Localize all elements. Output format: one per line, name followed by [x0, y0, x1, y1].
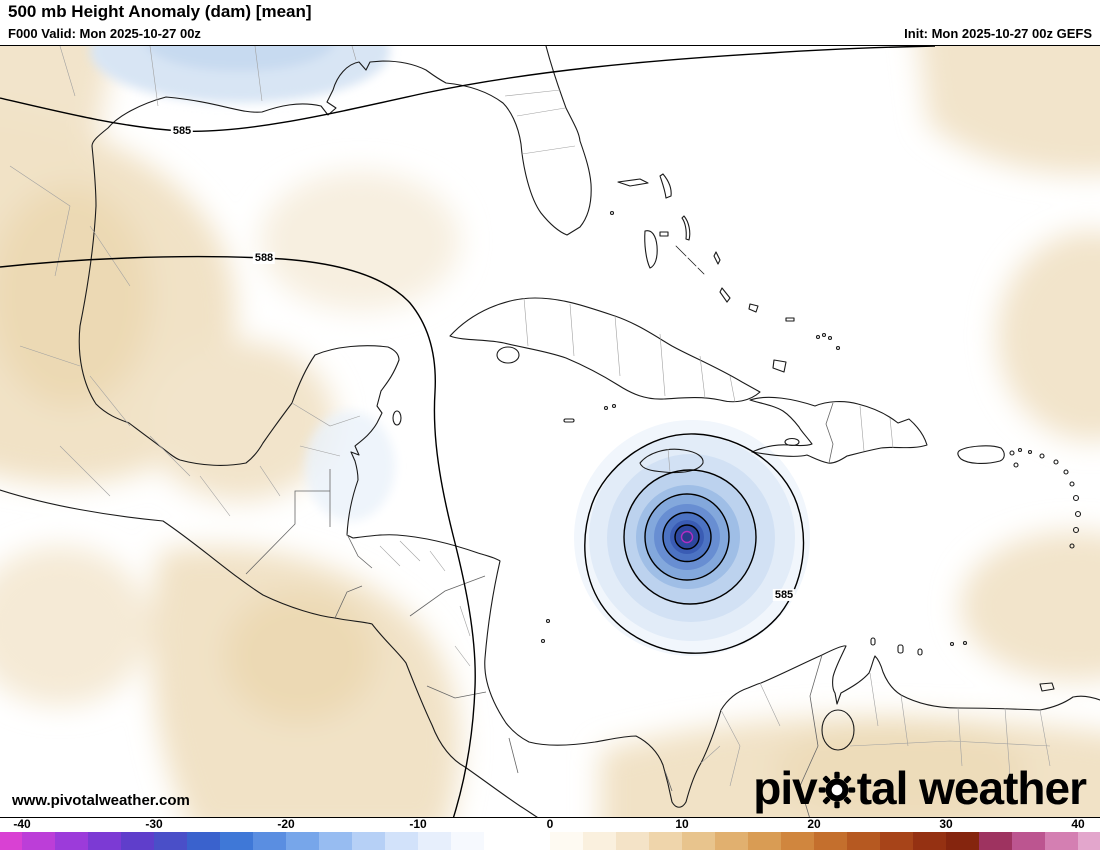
colorbar-tick-label: -40 — [13, 817, 31, 831]
colorbar-segment — [88, 832, 121, 850]
weather-map: 585 588 585 www.pivotalweather.com piv tal… — [0, 45, 1100, 818]
colorbar-tick-label: 20 — [807, 817, 821, 831]
pivotal-weather-logo: piv tal weather — [753, 761, 1087, 815]
height-contours — [0, 46, 936, 817]
colorbar-segment — [22, 832, 55, 850]
logo-text-piv: piv — [753, 762, 817, 814]
coastlines — [0, 46, 1100, 817]
colorbar-segment — [319, 832, 352, 850]
logo-text-tal-weather: tal weather — [856, 762, 1087, 814]
colorbar-segment — [187, 832, 220, 850]
colorbar-segment — [517, 832, 550, 850]
colorbar-segment — [1045, 832, 1078, 850]
contour-label: 585 — [170, 124, 194, 138]
colorbar-ticks: -40 -30 -20 -10 0 10 20 30 40 — [0, 817, 1100, 832]
admin-borders — [9, 46, 1051, 787]
colorbar-tick-label: -10 — [409, 817, 427, 831]
colorbar-segment — [781, 832, 814, 850]
colorbar-segment — [583, 832, 616, 850]
colorbar-segment — [979, 832, 1012, 850]
colorbar-segment — [946, 832, 979, 850]
colorbar-segment — [154, 832, 187, 850]
map-canvas — [0, 46, 1100, 817]
colorbar-segment — [352, 832, 385, 850]
colorbar-tick-label: 10 — [675, 817, 689, 831]
colorbar-segment — [418, 832, 451, 850]
colorbar-segment — [847, 832, 880, 850]
watermark-url: www.pivotalweather.com — [12, 792, 190, 809]
colorbar-tick-label: 30 — [939, 817, 953, 831]
colorbar-tick-label: 0 — [546, 817, 554, 831]
colorbar — [0, 832, 1100, 850]
header: 500 mb Height Anomaly (dam) [mean] F000 … — [0, 0, 1100, 45]
colorbar-segment — [253, 832, 286, 850]
colorbar-segment — [682, 832, 715, 850]
colorbar-tick-label: 40 — [1071, 817, 1085, 831]
colorbar-segment — [55, 832, 88, 850]
colorbar-tick-label: -20 — [277, 817, 295, 831]
colorbar-segment — [121, 832, 154, 850]
colorbar-segment — [1078, 832, 1100, 850]
init-time-label: Init: Mon 2025-10-27 00z GEFS — [904, 26, 1092, 41]
colorbar-segment — [385, 832, 418, 850]
colorbar-segment — [0, 832, 22, 850]
colorbar-segment — [484, 832, 517, 850]
national-borders — [245, 402, 834, 817]
colorbar-segment — [715, 832, 748, 850]
negative-anomaly-shading-northwest — [90, 46, 395, 521]
colorbar-segment — [649, 832, 682, 850]
contour-label: 588 — [252, 251, 276, 265]
colorbar-segment — [880, 832, 913, 850]
positive-anomaly-shading — [0, 46, 1100, 817]
colorbar-segment — [550, 832, 583, 850]
colorbar-segment — [1012, 832, 1045, 850]
colorbar-segment — [451, 832, 484, 850]
valid-time-label: F000 Valid: Mon 2025-10-27 00z — [8, 26, 201, 41]
map-title: 500 mb Height Anomaly (dam) [mean] — [8, 2, 312, 21]
colorbar-segment — [616, 832, 649, 850]
colorbar-tick-label: -30 — [145, 817, 163, 831]
colorbar-segment — [814, 832, 847, 850]
colorbar-segment — [286, 832, 319, 850]
gear-icon — [818, 771, 855, 809]
colorbar-segment — [220, 832, 253, 850]
contour-label: 585 — [772, 588, 796, 602]
colorbar-segment — [913, 832, 946, 850]
colorbar-segment — [748, 832, 781, 850]
